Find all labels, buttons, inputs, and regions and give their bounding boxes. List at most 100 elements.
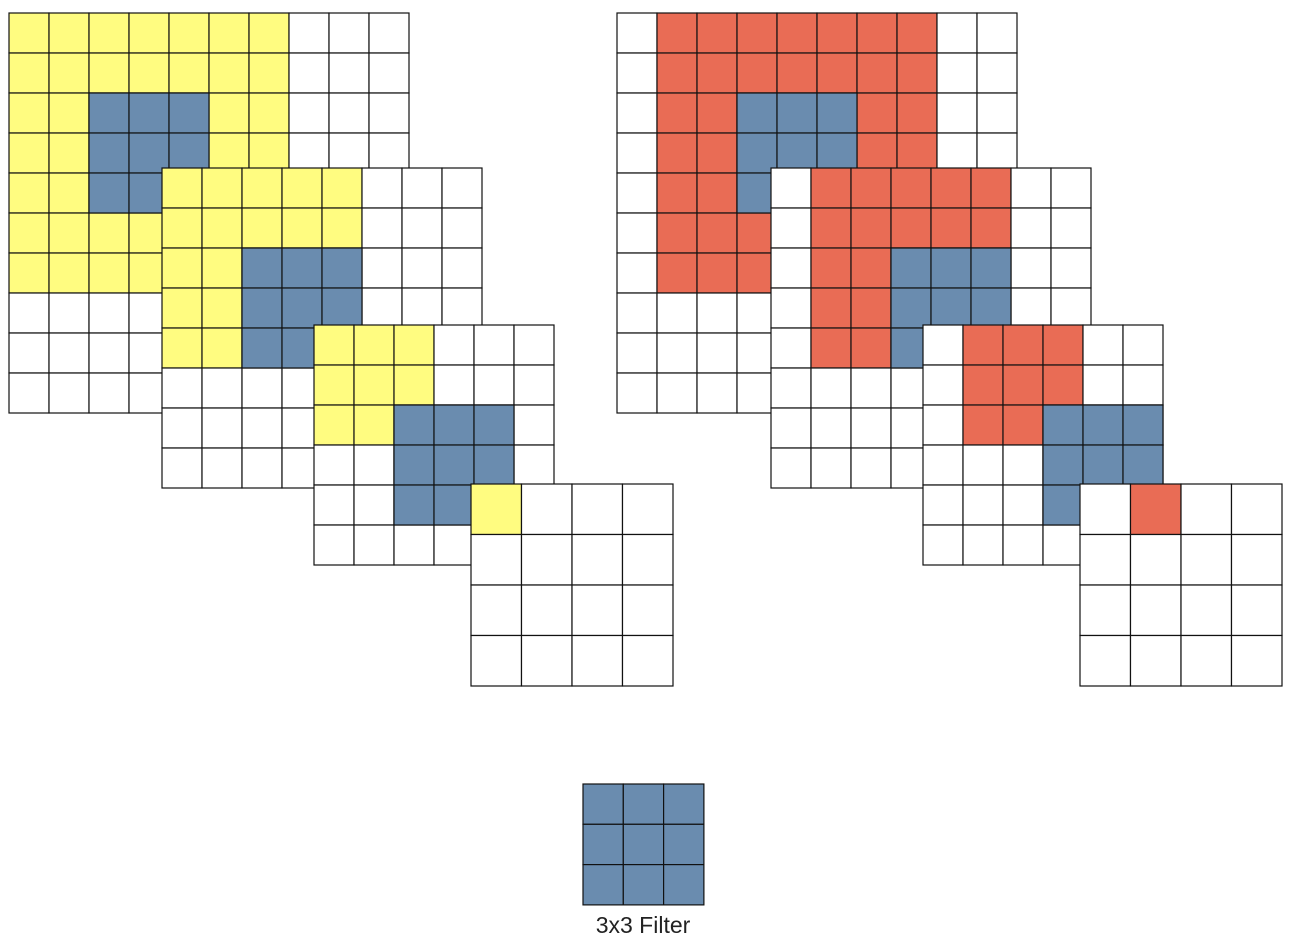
right-layer-2-cell: [1010, 287, 1052, 329]
left-layer-1-cell: [8, 212, 50, 254]
left-layer-1-cell: [88, 252, 130, 294]
right-layer-2-cell: [810, 287, 852, 329]
right-layer-4-cell: [1129, 634, 1182, 687]
left-layer-3-cell: [313, 444, 355, 486]
left-layer-1-cell: [128, 12, 170, 54]
right-layer-1-cell: [776, 12, 818, 54]
right-layer-3-cell: [1002, 444, 1044, 486]
right-layer-1-cell: [856, 12, 898, 54]
right-layer-1-cell: [696, 212, 738, 254]
right-layer-3-cell: [1002, 404, 1044, 446]
filter-window-cell: [1122, 404, 1164, 446]
left-layer-1-cell: [88, 372, 130, 414]
right-layer-2-cell: [770, 367, 812, 409]
right-layer-1-cell: [696, 52, 738, 94]
right-layer-1-cell: [616, 372, 658, 414]
left-layer-3-cell: [433, 524, 475, 566]
filter-window-cell: [473, 404, 515, 446]
right-layer-1-cell: [656, 92, 698, 134]
left-layer-4-cell: [621, 533, 674, 586]
left-layer-4-cell: [520, 483, 573, 536]
filter-window-cell: [930, 287, 972, 329]
left-layer-2-cell: [441, 207, 483, 249]
right-layer-2-cell: [810, 167, 852, 209]
left-layer-1-cell: [8, 12, 50, 54]
right-layer-2-cell: [810, 327, 852, 369]
left-layer-4-cell: [571, 483, 624, 536]
left-layer-4-cell: [470, 483, 523, 536]
left-layer-1-cell: [48, 292, 90, 334]
left-layer-2-cell: [441, 247, 483, 289]
right-layer-2-cell: [810, 367, 852, 409]
right-layer-2-cell: [1010, 207, 1052, 249]
right-layer-1-cell: [896, 12, 938, 54]
left-panel: [8, 12, 674, 687]
right-layer-2-cell: [970, 167, 1012, 209]
right-layer-3-cell: [962, 524, 1004, 566]
left-layer-3-cell: [513, 404, 555, 446]
right-layer-4-cell: [1079, 483, 1132, 536]
left-layer-4-grid: [470, 483, 674, 687]
right-layer-3-grid: [922, 324, 1164, 566]
left-layer-3-cell: [513, 324, 555, 366]
right-layer-2-cell: [1050, 287, 1092, 329]
right-layer-1-cell: [656, 252, 698, 294]
left-layer-2-cell: [161, 287, 203, 329]
filter-window-cell: [1082, 444, 1124, 486]
filter-window-cell: [281, 287, 323, 329]
filter-window-cell: [930, 247, 972, 289]
filter-window-cell: [321, 247, 363, 289]
right-layer-2-cell: [1010, 167, 1052, 209]
right-layer-3-cell: [962, 404, 1004, 446]
right-layer-1-cell: [896, 132, 938, 174]
left-layer-1-cell: [328, 92, 370, 134]
right-layer-2-cell: [850, 167, 892, 209]
left-layer-1-cell: [288, 12, 330, 54]
right-layer-2-cell: [770, 167, 812, 209]
left-layer-3-cell: [353, 364, 395, 406]
left-layer-1-cell: [48, 132, 90, 174]
filter-caption: 3x3 Filter: [595, 912, 691, 938]
left-layer-1-cell: [168, 52, 210, 94]
filter-window-cell: [393, 404, 435, 446]
right-layer-1-cell: [936, 132, 978, 174]
left-layer-1-cell: [248, 12, 290, 54]
right-layer-4-cell: [1129, 483, 1182, 536]
left-layer-4-cell: [520, 634, 573, 687]
filter-window-cell: [1042, 444, 1084, 486]
left-layer-1-cell: [328, 52, 370, 94]
right-layer-2-cell: [1050, 207, 1092, 249]
right-layer-3-cell: [922, 404, 964, 446]
left-layer-4-cell: [621, 483, 674, 536]
left-layer-4-cell: [621, 584, 674, 637]
left-layer-1-cell: [248, 92, 290, 134]
left-layer-2-cell: [241, 407, 283, 449]
filter-window-cell: [88, 132, 130, 174]
left-layer-3-cell: [473, 324, 515, 366]
filter-window-cell: [88, 172, 130, 214]
legend-filter-cell: [622, 823, 665, 866]
left-layer-4-cell: [520, 584, 573, 637]
right-layer-1-cell: [896, 92, 938, 134]
right-layer-2-cell: [1050, 247, 1092, 289]
right-layer-4-cell: [1230, 533, 1283, 586]
left-layer-1-cell: [8, 372, 50, 414]
right-layer-2-cell: [770, 247, 812, 289]
right-layer-2-cell: [930, 207, 972, 249]
right-layer-4-cell: [1079, 634, 1132, 687]
right-layer-2-cell: [770, 407, 812, 449]
left-layer-2-cell: [241, 447, 283, 489]
right-layer-1-cell: [736, 52, 778, 94]
filter-window-cell: [1082, 404, 1124, 446]
left-layer-1-cell: [48, 252, 90, 294]
right-layer-1-cell: [856, 132, 898, 174]
filter-window-cell: [736, 132, 778, 174]
right-layer-1-cell: [656, 12, 698, 54]
left-layer-1-cell: [208, 12, 250, 54]
left-layer-4-cell: [571, 533, 624, 586]
right-layer-3-cell: [922, 484, 964, 526]
right-layer-2-cell: [850, 247, 892, 289]
left-layer-2-cell: [281, 167, 323, 209]
left-layer-1-cell: [8, 332, 50, 374]
right-layer-3-cell: [962, 324, 1004, 366]
